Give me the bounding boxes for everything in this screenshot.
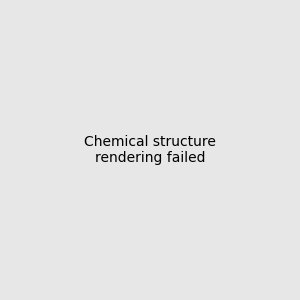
Text: Chemical structure
rendering failed: Chemical structure rendering failed [84,135,216,165]
